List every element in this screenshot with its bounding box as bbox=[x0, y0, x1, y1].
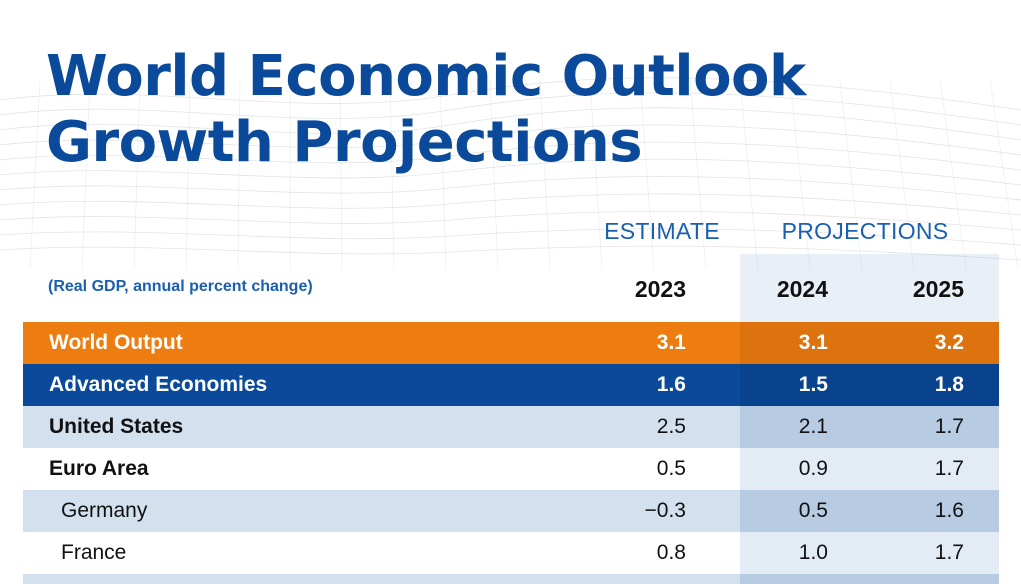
year-header-2023: 2023 bbox=[634, 276, 686, 302]
year-header-2024: 2024 bbox=[776, 276, 828, 302]
projection-cell-shade bbox=[740, 532, 999, 574]
value-2024: 1.0 bbox=[798, 541, 828, 564]
projections-column-header: PROJECTIONS bbox=[781, 218, 949, 244]
projection-cell-shade bbox=[740, 490, 999, 532]
table-row-advanced-economies: Advanced Economies 1.6 1.5 1.8 bbox=[23, 364, 999, 406]
row-label: Advanced Economies bbox=[49, 373, 268, 396]
value-2023: 0.5 bbox=[656, 457, 686, 480]
title-line-2: Growth Projections bbox=[46, 110, 643, 175]
row-label: Germany bbox=[61, 499, 148, 522]
year-header-2025: 2025 bbox=[912, 276, 964, 302]
table-row-world-output: World Output 3.1 3.1 3.2 bbox=[23, 322, 999, 364]
value-2024: 2.1 bbox=[798, 415, 828, 438]
title-line-1: World Economic Outlook bbox=[46, 44, 806, 109]
value-2023: 3.1 bbox=[656, 331, 686, 354]
row-label: World Output bbox=[49, 331, 183, 354]
value-2023: −0.3 bbox=[644, 499, 686, 522]
value-2024: 3.1 bbox=[798, 331, 828, 354]
table-row-germany: Germany −0.3 0.5 1.6 bbox=[23, 490, 999, 532]
table-row-france: France 0.8 1.0 1.7 bbox=[23, 532, 999, 574]
growth-table: World Output 3.1 3.1 3.2 Advanced Econom… bbox=[23, 322, 999, 584]
value-2023: 0.8 bbox=[656, 541, 686, 564]
row-label: United States bbox=[49, 415, 184, 438]
value-2024: 0.9 bbox=[798, 457, 828, 480]
table-row-united-states: United States 2.5 2.1 1.7 bbox=[23, 406, 999, 448]
projection-cell-shade bbox=[740, 448, 999, 490]
value-2024: 1.5 bbox=[798, 373, 828, 396]
projection-cell-shade bbox=[740, 406, 999, 448]
value-2025: 1.6 bbox=[934, 499, 964, 522]
row-label: Euro Area bbox=[49, 457, 149, 480]
value-2025: 1.7 bbox=[934, 457, 964, 480]
page-title: World Economic Outlook Growth Projection… bbox=[46, 44, 806, 176]
value-2025: 1.8 bbox=[934, 373, 964, 396]
table-row-euro-area: Euro Area 0.5 0.9 1.7 bbox=[23, 448, 999, 490]
projection-cell-shade bbox=[740, 574, 999, 584]
value-2023: 2.5 bbox=[656, 415, 686, 438]
value-2025: 3.2 bbox=[934, 331, 964, 354]
value-2025: 1.7 bbox=[934, 415, 964, 438]
estimate-column-header: ESTIMATE bbox=[604, 218, 720, 244]
table-row-partial bbox=[23, 574, 999, 584]
projection-cell-shade bbox=[740, 322, 999, 364]
table-subtitle: (Real GDP, annual percent change) bbox=[48, 278, 313, 295]
value-2024: 0.5 bbox=[798, 499, 828, 522]
row-label: France bbox=[61, 541, 127, 564]
value-2023: 1.6 bbox=[656, 373, 686, 396]
value-2025: 1.7 bbox=[934, 541, 964, 564]
projection-cell-shade bbox=[740, 364, 999, 406]
